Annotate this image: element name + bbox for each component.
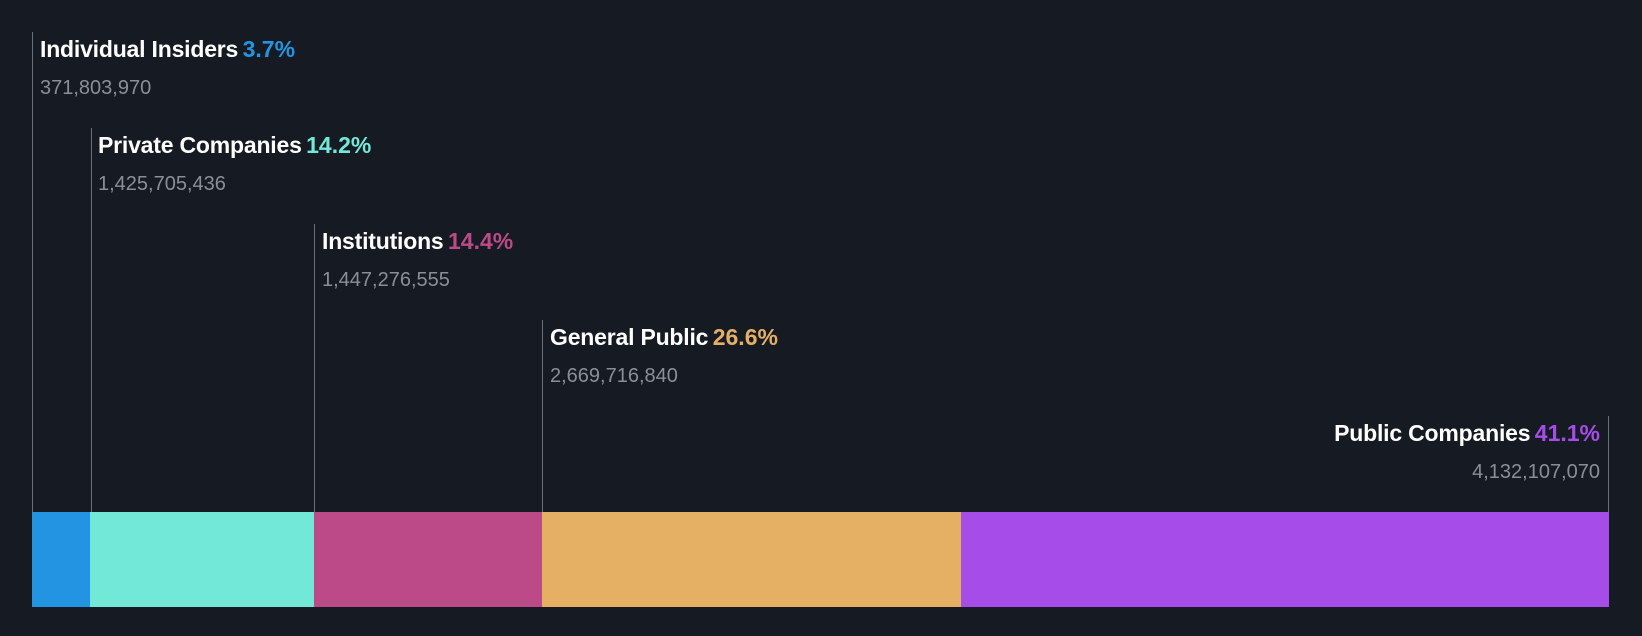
label-institutions: Institutions 14.4% 1,447,276,555 [322, 228, 513, 292]
leader-line [91, 128, 92, 512]
segment-value: 1,425,705,436 [98, 173, 226, 195]
segment-name: Individual Insiders [40, 36, 239, 62]
segment-value: 2,669,716,840 [550, 365, 678, 387]
segment-name: Public Companies [1334, 420, 1531, 446]
label-private-companies: Private Companies 14.2% 1,425,705,436 [98, 132, 371, 196]
segment-percent: 14.2% [306, 132, 372, 158]
label-public-companies: Public Companies 41.1% 4,132,107,070 [1334, 420, 1600, 484]
segment-value: 4,132,107,070 [1472, 461, 1600, 483]
leader-line [542, 320, 543, 512]
segment-percent: 41.1% [1534, 420, 1600, 446]
segment-percent: 3.7% [242, 36, 296, 62]
segment-individual-insiders [32, 512, 90, 607]
segment-name: Institutions [322, 228, 444, 254]
segment-name: General Public [550, 324, 709, 350]
leader-line [314, 224, 315, 512]
segment-general-public [542, 512, 961, 607]
leader-line [1608, 416, 1609, 512]
label-individual-insiders: Individual Insiders 3.7% 371,803,970 [40, 36, 295, 100]
segment-percent: 14.4% [447, 228, 514, 254]
segment-name: Private Companies [98, 132, 302, 158]
segment-percent: 26.6% [712, 324, 778, 350]
label-general-public: General Public 26.6% 2,669,716,840 [550, 324, 778, 388]
segment-public-companies [961, 512, 1609, 607]
segment-institutions [314, 512, 542, 607]
segment-value: 371,803,970 [40, 77, 152, 99]
segment-private-companies [90, 512, 314, 607]
segment-value: 1,447,276,555 [322, 269, 450, 291]
leader-line [32, 32, 33, 512]
